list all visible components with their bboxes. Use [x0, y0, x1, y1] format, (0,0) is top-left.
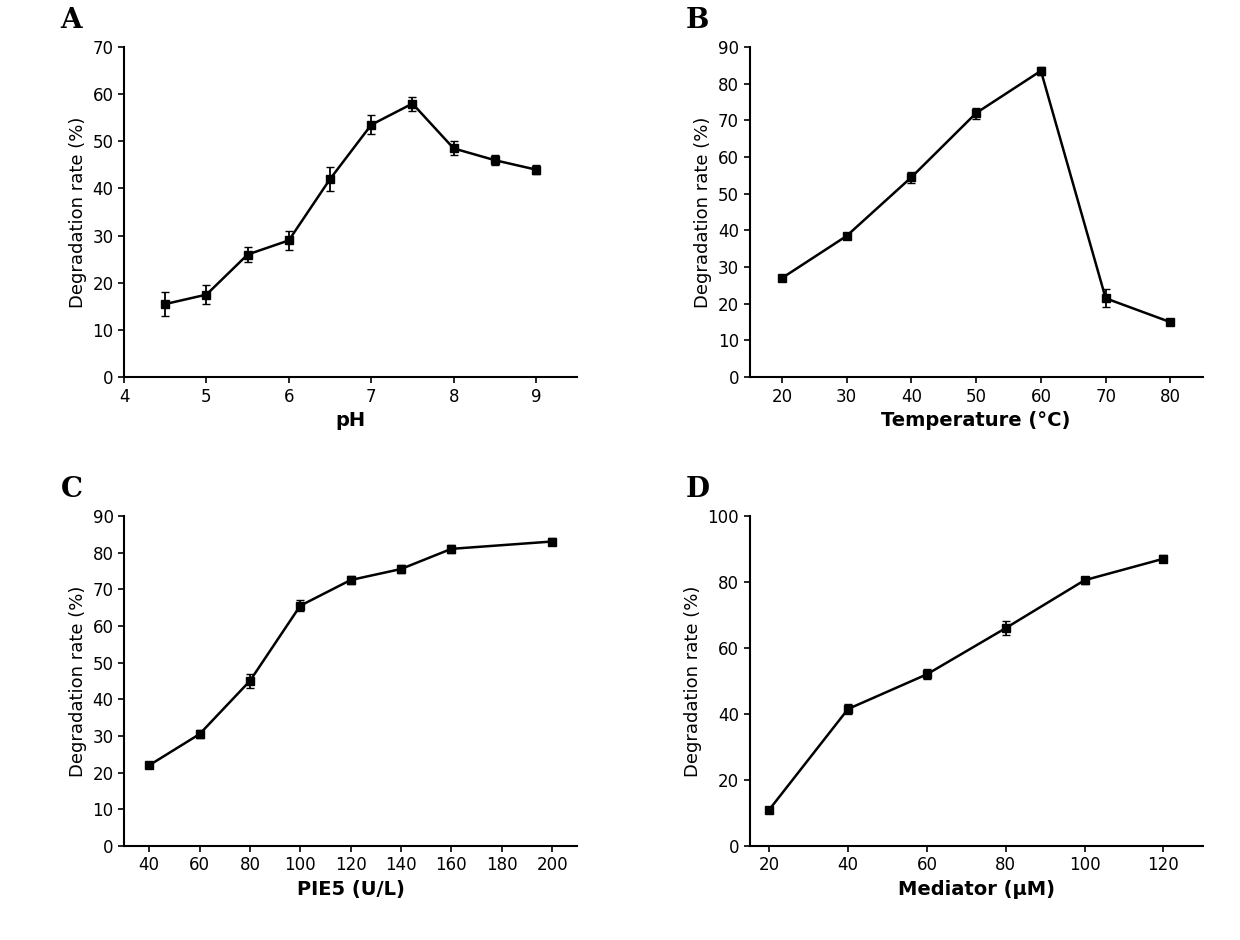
X-axis label: Temperature (°C): Temperature (°C) [882, 411, 1071, 431]
Text: C: C [61, 476, 83, 503]
Y-axis label: Degradation rate (%): Degradation rate (%) [69, 117, 87, 307]
Y-axis label: Degradation rate (%): Degradation rate (%) [694, 117, 713, 307]
X-axis label: Mediator (μM): Mediator (μM) [898, 880, 1055, 899]
X-axis label: PIE5 (U/L): PIE5 (U/L) [296, 880, 404, 899]
Y-axis label: Degradation rate (%): Degradation rate (%) [684, 586, 702, 776]
Text: D: D [686, 476, 711, 503]
Text: A: A [61, 7, 82, 34]
X-axis label: pH: pH [336, 411, 366, 431]
Text: B: B [686, 7, 709, 34]
Y-axis label: Degradation rate (%): Degradation rate (%) [69, 586, 87, 776]
